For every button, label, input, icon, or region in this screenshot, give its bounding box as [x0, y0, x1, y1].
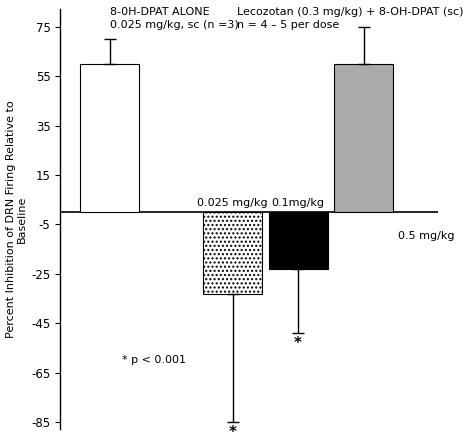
Text: 0.025 mg/kg: 0.025 mg/kg: [197, 198, 268, 208]
Text: 0.5 mg/kg: 0.5 mg/kg: [398, 231, 455, 240]
Y-axis label: Percent Inhibition of DRN Firing Relative to
Baseline: Percent Inhibition of DRN Firing Relativ…: [6, 101, 27, 339]
Bar: [334, 64, 393, 212]
Text: *: *: [228, 425, 237, 440]
Text: 8-0H-DPAT ALONE: 8-0H-DPAT ALONE: [109, 7, 209, 17]
Text: * p < 0.001: * p < 0.001: [122, 355, 186, 365]
Bar: [203, 212, 262, 293]
Bar: [269, 212, 328, 269]
Bar: [80, 64, 139, 212]
Text: *: *: [294, 335, 302, 351]
Text: 0.025 mg/kg, sc (n =3): 0.025 mg/kg, sc (n =3): [109, 21, 238, 30]
Text: 0.1mg/kg: 0.1mg/kg: [272, 198, 325, 208]
Text: n = 4 – 5 per dose: n = 4 – 5 per dose: [237, 21, 339, 30]
Text: Lecozotan (0.3 mg/kg) + 8-OH-DPAT (sc): Lecozotan (0.3 mg/kg) + 8-OH-DPAT (sc): [237, 7, 463, 17]
